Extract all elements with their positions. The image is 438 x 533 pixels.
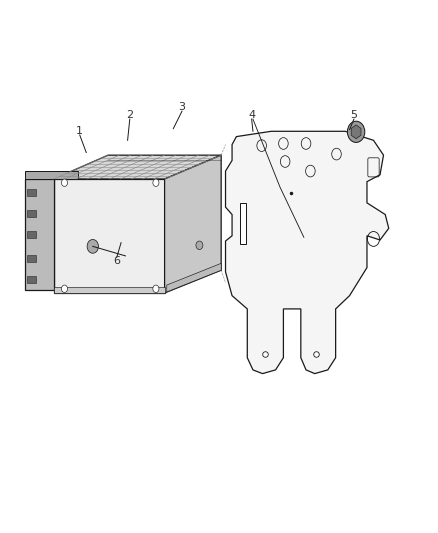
Polygon shape xyxy=(27,210,36,217)
Polygon shape xyxy=(165,155,221,293)
Circle shape xyxy=(347,121,365,142)
Circle shape xyxy=(87,239,99,253)
Circle shape xyxy=(196,241,203,249)
Circle shape xyxy=(61,285,67,293)
Polygon shape xyxy=(25,179,53,290)
Circle shape xyxy=(61,179,67,187)
Circle shape xyxy=(153,285,159,293)
Text: 1: 1 xyxy=(76,126,83,136)
Circle shape xyxy=(153,179,159,187)
Polygon shape xyxy=(226,131,389,374)
Text: 6: 6 xyxy=(113,256,120,266)
Polygon shape xyxy=(167,263,221,292)
Polygon shape xyxy=(351,125,361,139)
Polygon shape xyxy=(27,276,36,284)
Polygon shape xyxy=(27,189,36,196)
Polygon shape xyxy=(53,179,165,293)
Polygon shape xyxy=(240,203,247,244)
Text: 4: 4 xyxy=(248,110,255,120)
Polygon shape xyxy=(53,287,165,293)
Text: 3: 3 xyxy=(179,102,186,112)
Polygon shape xyxy=(53,155,221,179)
Polygon shape xyxy=(27,231,36,238)
Text: 2: 2 xyxy=(126,110,133,120)
Polygon shape xyxy=(25,171,78,179)
Text: 5: 5 xyxy=(350,110,357,120)
Polygon shape xyxy=(27,255,36,262)
